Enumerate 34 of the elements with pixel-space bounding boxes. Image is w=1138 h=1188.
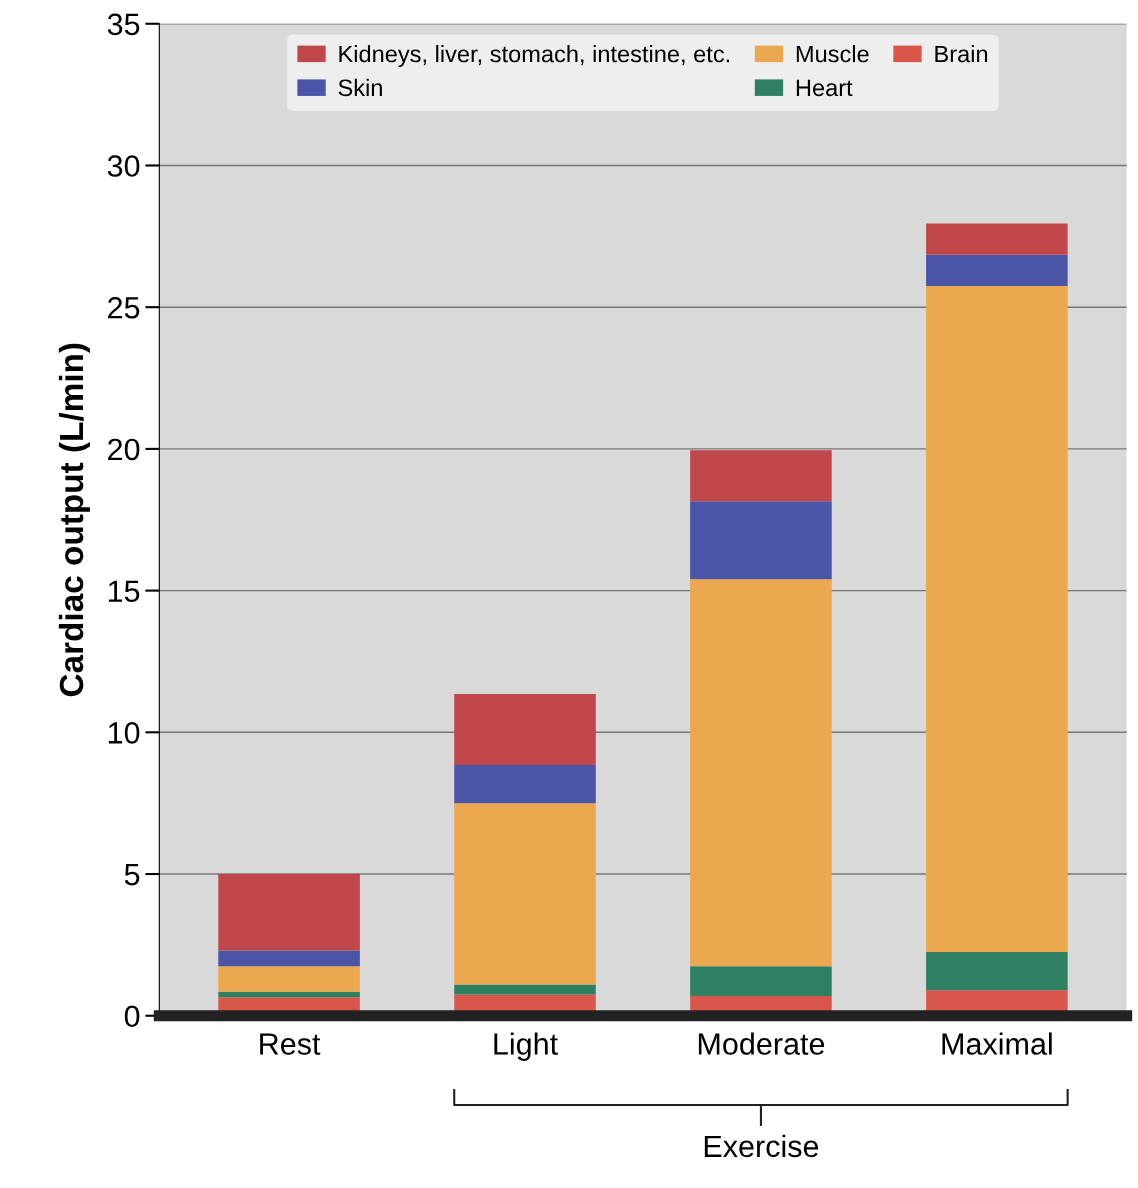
y-tick-label: 5 bbox=[124, 864, 140, 886]
bar bbox=[926, 951, 1068, 991]
x-tick-label: Rest bbox=[260, 1033, 321, 1055]
y-axis-title: Cardiac output (L/min) bbox=[58, 343, 90, 697]
bar bbox=[454, 803, 596, 985]
y-tick-label: 30 bbox=[107, 155, 140, 177]
y-tick-label: 25 bbox=[108, 296, 140, 319]
legend-label: Muscle bbox=[796, 45, 869, 63]
bar bbox=[690, 501, 832, 580]
x-tick-label: Light bbox=[494, 1032, 558, 1061]
y-tick-label: 0 bbox=[124, 1005, 140, 1028]
legend-label: Brain bbox=[935, 45, 988, 63]
y-tick-label: 20 bbox=[108, 438, 140, 461]
bar bbox=[454, 764, 596, 804]
text: Exercise bbox=[704, 1134, 819, 1158]
x-tick-label: Maximal bbox=[942, 1032, 1052, 1055]
bar bbox=[218, 950, 360, 967]
y-tick-label: 35 bbox=[107, 13, 140, 36]
bar bbox=[218, 874, 360, 951]
bar bbox=[690, 966, 832, 996]
bar bbox=[454, 694, 596, 765]
y-tick-label: 15 bbox=[108, 580, 140, 602]
x-tick-label: Moderate bbox=[698, 1032, 825, 1055]
bar bbox=[926, 285, 1068, 952]
bar bbox=[926, 254, 1068, 286]
legend-label: Skin bbox=[338, 78, 382, 97]
bar bbox=[690, 450, 832, 502]
y-tick-label: 10 bbox=[108, 722, 140, 744]
bar bbox=[926, 223, 1068, 255]
bar bbox=[218, 966, 360, 992]
legend-label: Kidneys, liver, stomach, intestine, etc. bbox=[339, 45, 730, 68]
bar bbox=[690, 579, 832, 967]
bar bbox=[454, 984, 596, 995]
legend-label: Heart bbox=[796, 79, 853, 97]
